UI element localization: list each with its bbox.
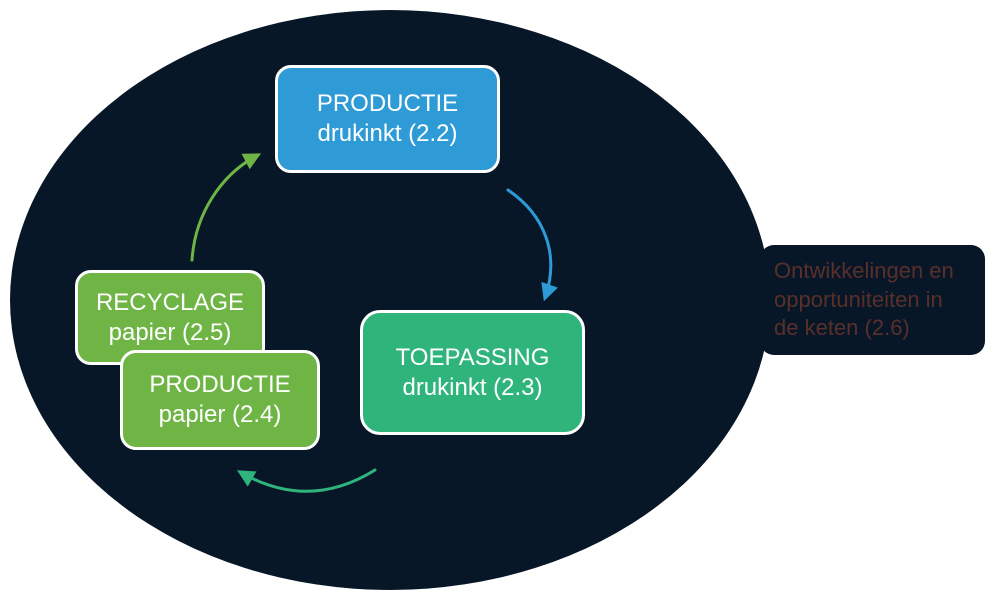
side-label-line2: opportuniteiten in xyxy=(774,286,971,315)
node-line1: PRODUCTIE xyxy=(317,89,458,119)
node-line1: RECYCLAGE xyxy=(96,288,244,318)
node-line2: drukinkt (2.2) xyxy=(317,119,457,149)
node-productie-papier: PRODUCTIE papier (2.4) xyxy=(120,350,320,450)
node-line1: TOEPASSING xyxy=(396,343,550,373)
side-label-line3: de keten (2.6) xyxy=(774,314,971,343)
node-line2: drukinkt (2.3) xyxy=(402,373,542,403)
diagram-canvas: Ontwikkelingen en opportuniteiten in de … xyxy=(0,0,990,593)
node-line2: papier (2.4) xyxy=(159,400,282,430)
side-label-line1: Ontwikkelingen en xyxy=(774,257,971,286)
node-line2: papier (2.5) xyxy=(109,318,232,348)
side-label: Ontwikkelingen en opportuniteiten in de … xyxy=(760,245,985,355)
node-productie-drukinkt: PRODUCTIE drukinkt (2.2) xyxy=(275,65,500,173)
node-toepassing-drukinkt: TOEPASSING drukinkt (2.3) xyxy=(360,310,585,435)
node-line1: PRODUCTIE xyxy=(149,370,290,400)
